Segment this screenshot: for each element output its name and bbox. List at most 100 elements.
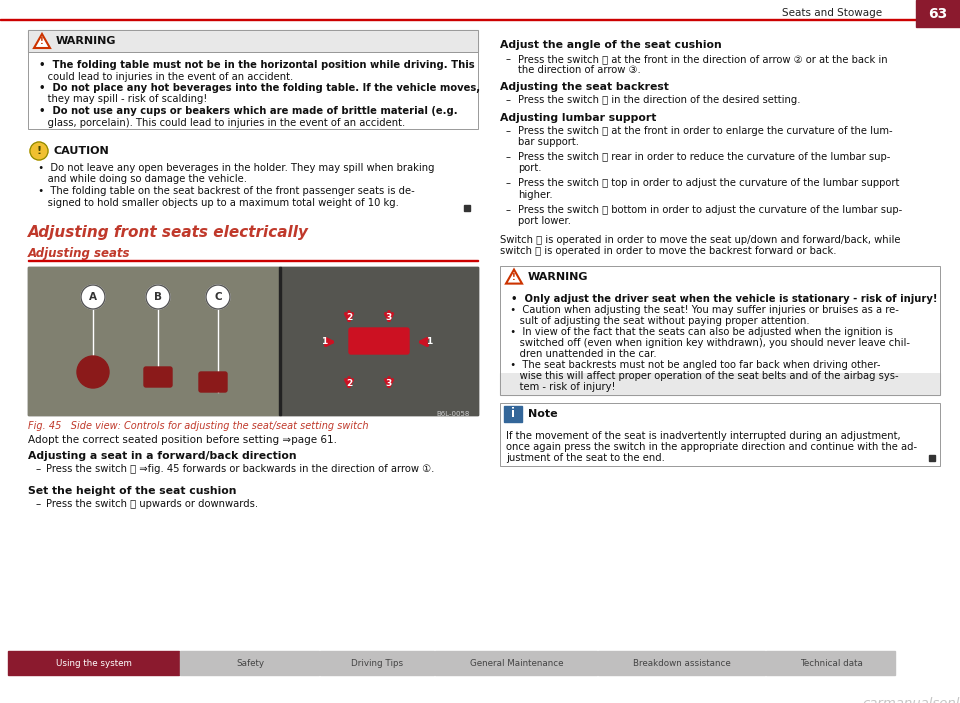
Bar bbox=[28, 52, 478, 129]
Text: General Maintenance: General Maintenance bbox=[469, 659, 564, 668]
Text: Note: Note bbox=[528, 408, 558, 418]
Text: A: A bbox=[89, 292, 97, 302]
Text: Adjusting lumbar support: Adjusting lumbar support bbox=[500, 112, 657, 122]
Text: Set the height of the seat cushion: Set the height of the seat cushion bbox=[28, 486, 236, 496]
Text: –: – bbox=[506, 54, 511, 64]
Text: 3: 3 bbox=[386, 314, 392, 323]
Circle shape bbox=[146, 285, 170, 309]
Polygon shape bbox=[34, 34, 50, 48]
FancyBboxPatch shape bbox=[199, 372, 227, 392]
Text: port.: port. bbox=[518, 163, 541, 173]
Text: Press the switch Ⓒ in the direction of the desired setting.: Press the switch Ⓒ in the direction of t… bbox=[518, 96, 801, 105]
Bar bbox=[500, 266, 940, 373]
Text: –: – bbox=[506, 96, 511, 105]
Text: Adjust the angle of the seat cushion: Adjust the angle of the seat cushion bbox=[500, 40, 722, 50]
Text: Safety: Safety bbox=[236, 659, 264, 668]
Text: Press the switch Ⓑ at the front in the direction of arrow ② or at the back in: Press the switch Ⓑ at the front in the d… bbox=[518, 54, 888, 64]
Bar bbox=[500, 266, 940, 394]
Text: i: i bbox=[511, 407, 515, 420]
Text: higher.: higher. bbox=[518, 190, 553, 200]
Bar bbox=[8, 651, 179, 675]
Bar bbox=[28, 30, 478, 52]
Text: Press the switch Ⓚ bottom in order to adjust the curvature of the lumbar sup-: Press the switch Ⓚ bottom in order to ad… bbox=[518, 205, 902, 215]
Circle shape bbox=[206, 285, 230, 309]
Text: •  Caution when adjusting the seat! You may suffer injuries or bruises as a re-: • Caution when adjusting the seat! You m… bbox=[504, 304, 899, 315]
Text: •  The folding table must not be in the horizontal position while driving. This: • The folding table must not be in the h… bbox=[32, 60, 474, 70]
Text: –: – bbox=[36, 464, 41, 474]
Text: 63: 63 bbox=[928, 6, 948, 20]
Text: If the movement of the seat is inadvertently interrupted during an adjustment,: If the movement of the seat is inadverte… bbox=[506, 431, 900, 441]
Text: B6L-0058: B6L-0058 bbox=[437, 411, 470, 417]
Bar bbox=[500, 403, 940, 465]
Text: and while doing so damage the vehicle.: and while doing so damage the vehicle. bbox=[32, 174, 247, 184]
Text: Fig. 45   Side view: Controls for adjusting the seat/seat setting switch: Fig. 45 Side view: Controls for adjustin… bbox=[28, 421, 369, 431]
Text: dren unattended in the car.: dren unattended in the car. bbox=[504, 349, 657, 359]
Text: 1: 1 bbox=[321, 337, 327, 347]
FancyBboxPatch shape bbox=[349, 328, 409, 354]
FancyBboxPatch shape bbox=[144, 367, 172, 387]
Bar bbox=[916, 0, 960, 27]
Polygon shape bbox=[506, 269, 522, 283]
Text: Press the switch Ⓚ rear in order to reduce the curvature of the lumbar sup-: Press the switch Ⓚ rear in order to redu… bbox=[518, 152, 890, 162]
Text: Adjusting the seat backrest: Adjusting the seat backrest bbox=[500, 82, 669, 92]
Text: Press the switch Ⓚ at the front in order to enlarge the curvature of the lum-: Press the switch Ⓚ at the front in order… bbox=[518, 126, 893, 136]
Text: once again press the switch in the appropriate direction and continue with the a: once again press the switch in the appro… bbox=[506, 441, 917, 451]
Text: Seats and Stowage: Seats and Stowage bbox=[781, 8, 882, 18]
Text: •  Do not leave any open beverages in the holder. They may spill when braking: • Do not leave any open beverages in the… bbox=[32, 163, 435, 173]
Text: switch Ⓒ is operated in order to move the backrest forward or back.: switch Ⓒ is operated in order to move th… bbox=[500, 246, 836, 257]
Text: WARNING: WARNING bbox=[528, 271, 588, 282]
Bar bbox=[766, 651, 895, 675]
Text: •  Do not use any cups or beakers which are made of brittle material (e.g.: • Do not use any cups or beakers which a… bbox=[32, 106, 458, 116]
Text: –: – bbox=[506, 126, 511, 136]
Text: 3: 3 bbox=[386, 380, 392, 389]
Text: •  Do not place any hot beverages into the folding table. If the vehicle moves,: • Do not place any hot beverages into th… bbox=[32, 83, 480, 93]
Text: could lead to injuries in the event of an accident.: could lead to injuries in the event of a… bbox=[32, 72, 293, 82]
Bar bbox=[435, 651, 597, 675]
Text: !: ! bbox=[36, 146, 41, 156]
Bar bbox=[280, 267, 478, 415]
Bar bbox=[0, 19, 960, 20]
Text: Press the switch Ⓑ upwards or downwards.: Press the switch Ⓑ upwards or downwards. bbox=[46, 499, 258, 509]
Bar bbox=[500, 373, 940, 394]
Text: •  The folding table on the seat backrest of the front passenger seats is de-: • The folding table on the seat backrest… bbox=[32, 186, 415, 196]
Text: 1: 1 bbox=[426, 337, 432, 347]
Text: glass, porcelain). This could lead to injuries in the event of an accident.: glass, porcelain). This could lead to in… bbox=[32, 117, 405, 127]
Text: WARNING: WARNING bbox=[56, 36, 116, 46]
Text: Adopt the correct seated position before setting ⇒page 61.: Adopt the correct seated position before… bbox=[28, 435, 337, 445]
Text: carmanualsonline.info: carmanualsonline.info bbox=[862, 697, 960, 703]
Text: tem - risk of injury!: tem - risk of injury! bbox=[504, 382, 615, 392]
Bar bbox=[504, 406, 522, 422]
Text: Adjusting a seat in a forward/back direction: Adjusting a seat in a forward/back direc… bbox=[28, 451, 297, 461]
Circle shape bbox=[30, 142, 48, 160]
Text: switched off (even when ignition key withdrawn), you should never leave chil-: switched off (even when ignition key wit… bbox=[504, 337, 910, 347]
Text: Press the switch Ⓚ top in order to adjust the curvature of the lumbar support: Press the switch Ⓚ top in order to adjus… bbox=[518, 179, 900, 188]
Circle shape bbox=[81, 285, 105, 309]
Text: CAUTION: CAUTION bbox=[54, 146, 109, 156]
Text: Technical data: Technical data bbox=[800, 659, 862, 668]
Bar bbox=[28, 260, 478, 261]
Text: –: – bbox=[506, 205, 511, 215]
Text: Using the system: Using the system bbox=[56, 659, 132, 668]
Text: the direction of arrow ③.: the direction of arrow ③. bbox=[518, 65, 640, 75]
Bar bbox=[279, 267, 281, 415]
Bar bbox=[28, 30, 478, 52]
Text: 2: 2 bbox=[346, 380, 352, 389]
Text: Adjusting seats: Adjusting seats bbox=[28, 247, 131, 260]
Text: Breakdown assistance: Breakdown assistance bbox=[634, 659, 731, 668]
Text: justment of the seat to the end.: justment of the seat to the end. bbox=[506, 453, 665, 463]
Text: bar support.: bar support. bbox=[518, 137, 579, 147]
Text: sult of adjusting the seat without paying proper attention.: sult of adjusting the seat without payin… bbox=[504, 316, 809, 325]
Bar bbox=[28, 267, 280, 415]
Text: –: – bbox=[506, 179, 511, 188]
Text: –: – bbox=[506, 152, 511, 162]
Text: Press the switch Ⓑ ⇒fig. 45 forwards or backwards in the direction of arrow ①.: Press the switch Ⓑ ⇒fig. 45 forwards or … bbox=[46, 464, 434, 474]
Bar bbox=[598, 651, 765, 675]
Text: !: ! bbox=[40, 37, 44, 46]
Text: –: – bbox=[36, 499, 41, 509]
Text: they may spill - risk of scalding!: they may spill - risk of scalding! bbox=[32, 94, 207, 105]
Circle shape bbox=[77, 356, 109, 388]
Bar bbox=[464, 205, 470, 211]
Text: wise this will affect proper operation of the seat belts and of the airbag sys-: wise this will affect proper operation o… bbox=[504, 370, 899, 380]
Text: port lower.: port lower. bbox=[518, 216, 571, 226]
Text: Switch Ⓑ is operated in order to move the seat up/down and forward/back, while: Switch Ⓑ is operated in order to move th… bbox=[500, 236, 900, 245]
